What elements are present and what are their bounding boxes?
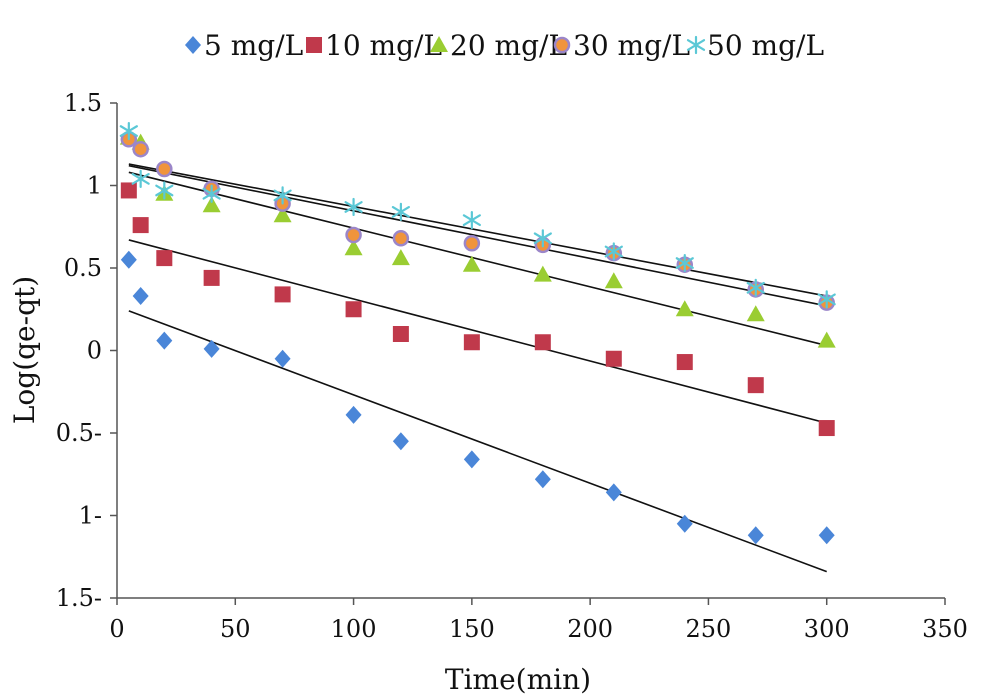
legend-marker: [686, 35, 706, 55]
data-point: [604, 242, 623, 261]
data-point: [392, 230, 410, 247]
legend-label: 5 mg/L: [204, 29, 303, 62]
data-point: [676, 514, 693, 533]
trendline: [128, 163, 827, 297]
data-point: [817, 290, 836, 309]
data-point: [345, 301, 362, 318]
data-point: [119, 121, 138, 141]
data-point: [534, 470, 551, 489]
data-point: [156, 250, 173, 267]
data-point: [132, 140, 149, 158]
y-tick-label: 1-: [79, 502, 102, 530]
data-point: [131, 169, 150, 188]
trendlines: [128, 163, 827, 573]
legend-marker: [185, 36, 201, 54]
data-point: [391, 249, 410, 266]
data-point: [818, 526, 835, 545]
legend-label: 20 mg/L: [450, 29, 567, 62]
x-tick-label: 150: [449, 615, 495, 643]
data-points: [119, 121, 836, 545]
data-point: [120, 250, 137, 269]
data-point: [120, 182, 137, 199]
data-point: [132, 217, 149, 234]
data-point: [605, 350, 622, 367]
data-point: [156, 160, 173, 178]
data-point: [391, 202, 410, 221]
data-point: [392, 432, 409, 451]
legend-marker: [553, 36, 571, 54]
data-point: [746, 305, 765, 322]
data-point: [203, 269, 220, 286]
data-point: [675, 300, 694, 317]
legend: 5 mg/L 10 mg/L 20 mg/L 30 mg/L 50 mg/L: [185, 29, 824, 62]
y-axis-title: Log(qe-qt): [8, 276, 41, 424]
data-point: [202, 184, 221, 203]
x-tick-label: 100: [331, 615, 377, 643]
data-point: [747, 526, 764, 545]
data-point: [817, 331, 836, 348]
series-circle: [120, 131, 835, 311]
data-point: [156, 331, 173, 350]
data-point: [604, 272, 623, 289]
legend-label: 10 mg/L: [325, 29, 442, 62]
data-point: [203, 339, 220, 358]
y-tick-label: 1.5: [64, 89, 102, 117]
data-point: [462, 255, 481, 272]
data-point: [605, 483, 622, 502]
trendline: [128, 239, 827, 424]
data-point: [533, 265, 552, 282]
series-square: [120, 182, 835, 437]
data-point: [747, 377, 764, 394]
data-point: [345, 226, 362, 244]
data-point: [533, 229, 552, 248]
axes: 0 50 100 150 200 250 300 350 1.5 1 0.5 0 0.5- 1- 1.5-: [56, 89, 968, 643]
x-tick-label: 350: [922, 615, 968, 643]
y-tick-label: 1: [87, 172, 102, 200]
y-tick-label: 0: [87, 337, 102, 365]
legend-label: 30 mg/L: [573, 29, 690, 62]
legend-marker: [430, 36, 448, 52]
x-tick-label: 50: [220, 615, 251, 643]
data-point: [132, 287, 149, 306]
x-tick-label: 0: [109, 615, 124, 643]
y-tick-label: 0.5: [64, 254, 102, 282]
data-point: [463, 235, 481, 252]
trendline: [128, 164, 827, 307]
series-diamond: [120, 250, 835, 545]
data-point: [463, 450, 480, 469]
data-point: [462, 211, 481, 230]
data-point: [273, 206, 292, 223]
data-point: [818, 420, 835, 437]
data-point: [345, 405, 362, 424]
series-asterisk: [119, 121, 836, 309]
data-point: [155, 181, 174, 200]
legend-marker: [306, 37, 322, 53]
data-point: [274, 286, 291, 303]
data-point: [746, 278, 765, 297]
data-point: [202, 196, 221, 213]
data-point: [344, 197, 363, 217]
x-tick-label: 250: [686, 615, 732, 643]
trendline: [128, 310, 827, 573]
x-tick-label: 300: [804, 615, 850, 643]
data-point: [392, 326, 409, 342]
legend-label: 50 mg/L: [707, 29, 824, 62]
data-point: [463, 334, 480, 351]
data-point: [675, 253, 694, 273]
y-tick-label: 1.5-: [56, 584, 102, 612]
data-point: [676, 354, 693, 371]
data-point: [534, 334, 551, 351]
trendline: [128, 171, 827, 347]
data-point: [273, 186, 292, 205]
x-tick-label: 200: [567, 615, 613, 643]
data-point: [274, 349, 291, 368]
data-point: [344, 239, 363, 256]
y-tick-label: 0.5-: [56, 419, 102, 447]
x-axis-title: Time(min): [445, 663, 591, 696]
